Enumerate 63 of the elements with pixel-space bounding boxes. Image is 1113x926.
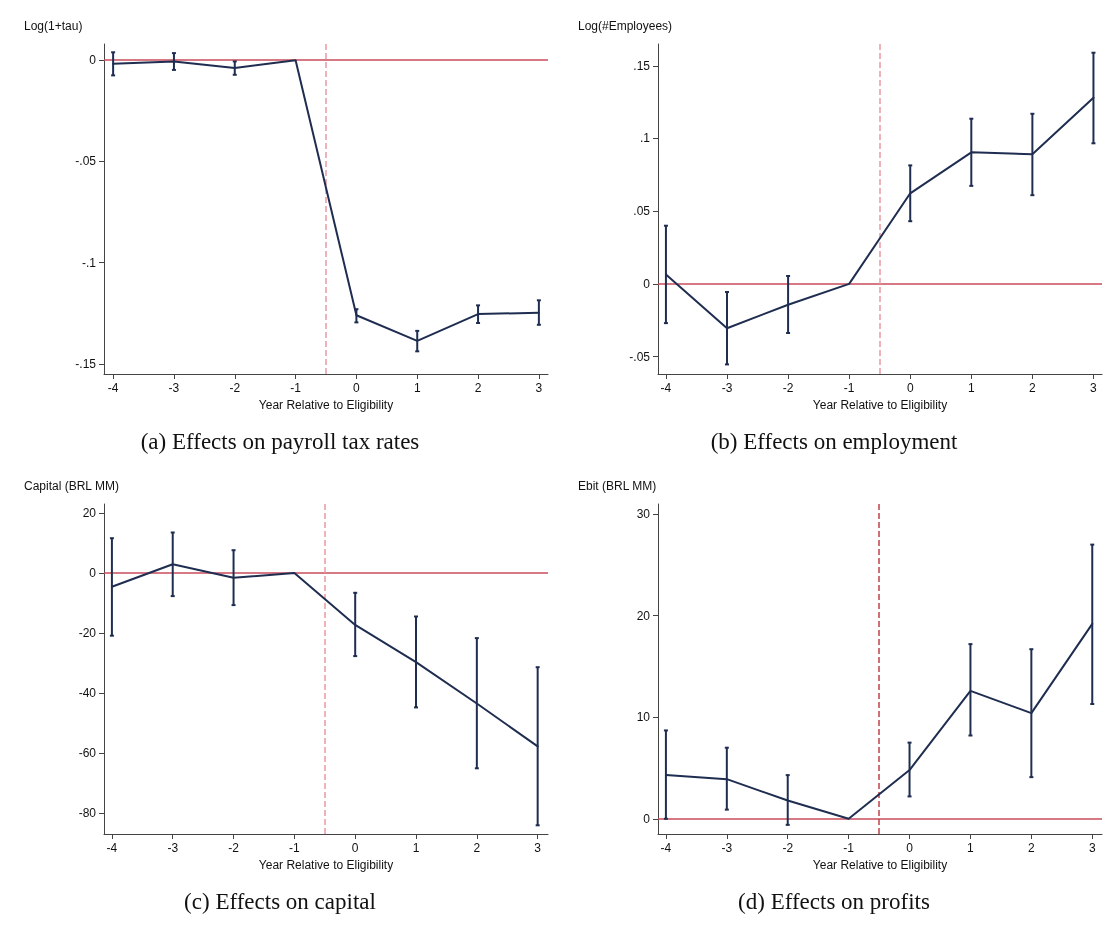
x-tick-label: -3 xyxy=(168,381,180,395)
y-axis-title: Capital (BRL MM) xyxy=(24,479,119,493)
x-tick-label: -1 xyxy=(290,381,302,395)
x-tick-label: 2 xyxy=(1029,381,1037,395)
y-tick-label: -.05 xyxy=(629,349,651,364)
y-tick-label: .05 xyxy=(633,204,651,219)
x-tick-label: -2 xyxy=(782,841,794,855)
y-axis-title: Log(#Employees) xyxy=(578,19,673,33)
x-tick-label: 0 xyxy=(351,841,359,855)
x-tick-label: -3 xyxy=(721,841,733,855)
x-tick-label: 1 xyxy=(412,841,420,855)
x-axis-title: Year Relative to Eligibility xyxy=(258,857,394,872)
x-tick-label: -1 xyxy=(843,381,855,395)
x-tick-label: -4 xyxy=(660,841,672,855)
x-tick-label: -2 xyxy=(228,841,240,855)
text: (a) Effects on payroll tax rates xyxy=(140,429,420,454)
x-tick-label: -4 xyxy=(106,841,118,855)
y-tick-label: .1 xyxy=(639,131,651,146)
text: (b) Effects on employment xyxy=(710,429,958,454)
x-tick-label: 1 xyxy=(967,841,975,855)
y-tick-label: 0 xyxy=(643,276,651,291)
y-axis-title: Log(1+tau) xyxy=(24,19,83,33)
x-tick-label: 3 xyxy=(1090,381,1098,395)
x-tick-label: 0 xyxy=(906,841,914,855)
x-tick-label: -2 xyxy=(782,381,794,395)
y-tick-label: -40 xyxy=(78,686,97,700)
y-tick-label: -.1 xyxy=(81,255,97,270)
x-tick-label: 2 xyxy=(473,841,481,855)
x-tick-label: 3 xyxy=(535,381,543,395)
x-tick-label: 1 xyxy=(967,381,975,395)
y-axis-title: Ebit (BRL MM) xyxy=(578,479,657,493)
text: (d) Effects on profits xyxy=(738,889,930,914)
x-axis-title: Year Relative to Eligibility xyxy=(258,397,394,412)
y-tick-label: -60 xyxy=(78,746,97,760)
y-tick-label: 20 xyxy=(82,506,97,520)
x-tick-label: -3 xyxy=(721,381,733,395)
x-tick-label: -4 xyxy=(107,381,119,395)
x-tick-label: 3 xyxy=(1088,841,1096,855)
x-axis-title: Year Relative to Eligibility xyxy=(812,857,948,872)
y-tick-label: 20 xyxy=(636,608,651,623)
text: (c) Effects on capital xyxy=(184,889,376,914)
x-tick-label: -2 xyxy=(229,381,241,395)
x-tick-label: 3 xyxy=(534,841,542,855)
x-tick-label: 1 xyxy=(413,381,421,395)
x-tick-label: 2 xyxy=(1028,841,1036,855)
y-tick-label: 0 xyxy=(89,566,97,580)
y-tick-label: 0 xyxy=(89,53,97,68)
y-tick-label: -80 xyxy=(78,806,97,820)
x-tick-label: -4 xyxy=(660,381,672,395)
y-tick-label: 10 xyxy=(636,710,651,725)
x-tick-label: 0 xyxy=(353,381,361,395)
x-tick-label: 2 xyxy=(474,381,482,395)
y-tick-label: .15 xyxy=(633,58,651,73)
x-tick-label: 0 xyxy=(906,381,914,395)
y-tick-label: 0 xyxy=(643,811,651,826)
y-tick-label: -.05 xyxy=(75,154,97,169)
x-tick-label: -3 xyxy=(167,841,179,855)
y-tick-label: -.15 xyxy=(75,356,97,371)
x-axis-title: Year Relative to Eligibility xyxy=(812,397,948,412)
y-tick-label: -20 xyxy=(78,626,97,640)
x-tick-label: -1 xyxy=(843,841,855,855)
y-tick-label: 30 xyxy=(636,507,651,522)
x-tick-label: -1 xyxy=(289,841,301,855)
